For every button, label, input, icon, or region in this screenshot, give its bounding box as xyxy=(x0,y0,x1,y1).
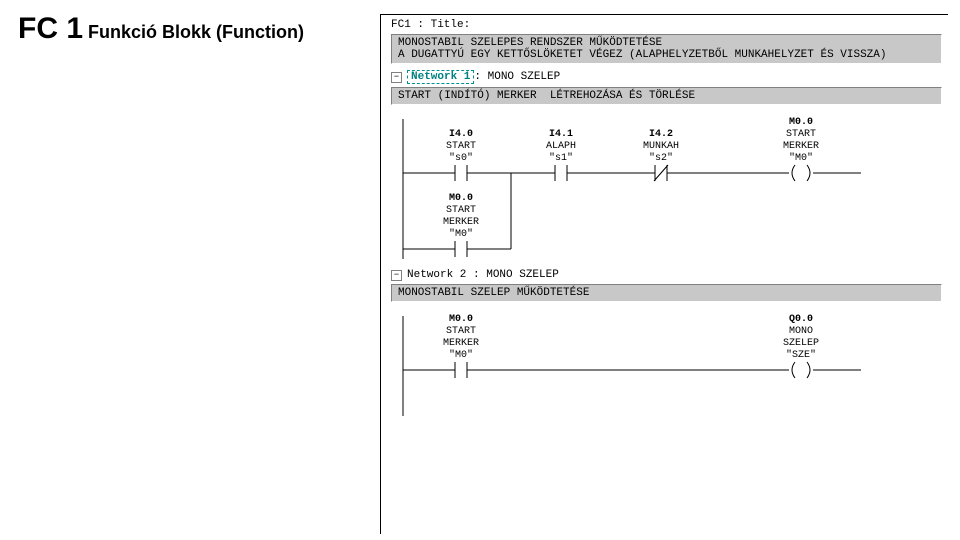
ladder-element-label: M0.0STARTMERKER"M0" xyxy=(421,193,501,241)
editor-inner: FC1 : Title: MONOSTABIL SZELEPES RENDSZE… xyxy=(381,15,948,416)
comment-line-1: MONOSTABIL SZELEPES RENDSZER MŰKÖDTETÉSE xyxy=(398,37,935,49)
ladder-element-label: I4.2MUNKAH"s2" xyxy=(621,129,701,165)
fc-header: FC1 : Title: xyxy=(391,19,942,31)
network1-comment-text: START (INDÍTÓ) MERKER LÉTREHOZÁSA ÉS TÖR… xyxy=(398,90,695,102)
network1-label[interactable]: Network 1 xyxy=(407,70,474,84)
network1-ladder: I4.0START"s0" I4.1ALAPH"s1" I4.2MUNKAH"s2"… xyxy=(391,109,942,259)
ladder-element-label: Q0.0MONOSZELEP"SZE" xyxy=(761,314,841,362)
network2-comment: MONOSTABIL SZELEP MŰKÖDTETÉSE xyxy=(391,284,942,302)
ladder-element-label: I4.0START"s0" xyxy=(421,129,501,165)
network2-comment-text: MONOSTABIL SZELEP MŰKÖDTETÉSE xyxy=(398,287,589,299)
comment-line-2: A DUGATTYÚ EGY KETTŐSLÖKETET VÉGEZ (ALAP… xyxy=(398,49,935,61)
title-sub: Funkció Blokk (Function) xyxy=(83,22,304,42)
title-big: FC 1 xyxy=(18,12,83,45)
network2-ladder: M0.0STARTMERKER"M0" Q0.0MONOSZELEP"SZE" xyxy=(391,306,942,416)
ladder-element-label: M0.0STARTMERKER"M0" xyxy=(421,314,501,362)
network2-label: Network 2 xyxy=(407,269,466,281)
network1-row: − Network 1 : MONO SZELEP xyxy=(391,70,942,84)
expand-icon[interactable]: − xyxy=(391,270,402,281)
network2-row: − Network 2 : MONO SZELEP xyxy=(391,269,942,281)
editor-panel: FC1 : Title: MONOSTABIL SZELEPES RENDSZE… xyxy=(380,14,948,534)
block-comment: MONOSTABIL SZELEPES RENDSZER MŰKÖDTETÉSE… xyxy=(391,34,942,64)
ladder-element-label: M0.0STARTMERKER"M0" xyxy=(761,117,841,165)
slide-title: FC 1 Funkció Blokk (Function) xyxy=(18,12,304,46)
expand-icon[interactable]: − xyxy=(391,72,402,83)
network1-comment: START (INDÍTÓ) MERKER LÉTREHOZÁSA ÉS TÖR… xyxy=(391,87,942,105)
network1-title: : MONO SZELEP xyxy=(474,71,560,83)
network2-title: : MONO SZELEP xyxy=(466,269,558,281)
ladder-element-label: I4.1ALAPH"s1" xyxy=(521,129,601,165)
